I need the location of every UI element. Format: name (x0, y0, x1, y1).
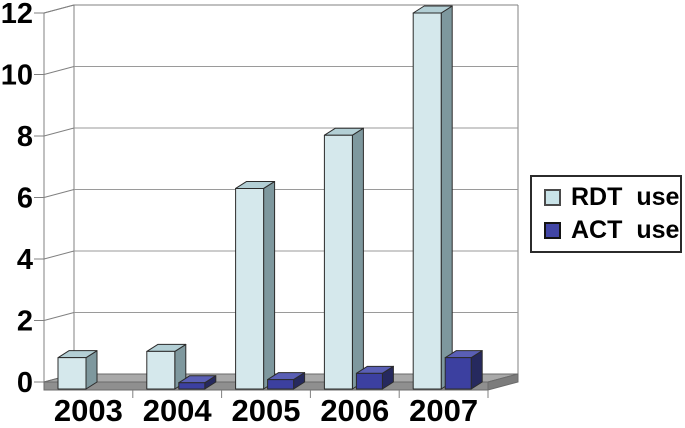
legend-item-act: ACT use (544, 218, 680, 243)
y-tick-connector (43, 66, 75, 75)
bar-side-rdt-2006 (351, 127, 364, 390)
y-axis-label: 12 (1, 0, 33, 30)
y-tick-connector (43, 312, 75, 321)
y-tick-connector (43, 189, 75, 198)
x-axis-label: 2005 (232, 393, 301, 428)
x-axis-label: 2003 (54, 393, 123, 428)
bar-act-2006 (355, 372, 383, 390)
bar-rdt-2004 (146, 350, 176, 390)
y-tick-connector (43, 250, 75, 260)
bar-rdt-2007 (412, 12, 442, 390)
x-axis-label: 2006 (320, 393, 389, 428)
y-axis-label: 6 (17, 183, 33, 215)
legend-swatch-act-icon (544, 222, 561, 239)
bar-rdt-2005 (235, 187, 265, 390)
y-axis-label: 4 (17, 244, 33, 276)
bar-act-2005 (267, 379, 295, 390)
y-tick-connector (43, 4, 75, 14)
legend: RDT use ACT use (530, 175, 682, 253)
y-axis-label: 10 (1, 60, 33, 92)
bar-rdt-2003 (57, 357, 87, 390)
y-tick-connector (43, 127, 75, 137)
floor-side (487, 373, 519, 391)
bar-rdt-2006 (323, 134, 353, 390)
legend-label-rdt: RDT use (571, 183, 680, 211)
bar-side-rdt-2005 (263, 180, 276, 390)
legend-item-rdt: RDT use (544, 185, 680, 210)
y-axis-label: 0 (17, 367, 33, 399)
x-axis-label: 2007 (409, 393, 478, 428)
legend-label-act: ACT use (571, 216, 680, 244)
bar-act-2007 (444, 357, 472, 390)
bar-act-2004 (178, 382, 206, 390)
x-axis-label: 2004 (143, 393, 213, 428)
bar-side-rdt-2007 (440, 5, 453, 390)
y-axis-label: 2 (17, 306, 33, 338)
legend-swatch-rdt-icon (544, 189, 561, 206)
y-axis-label: 8 (17, 121, 33, 153)
